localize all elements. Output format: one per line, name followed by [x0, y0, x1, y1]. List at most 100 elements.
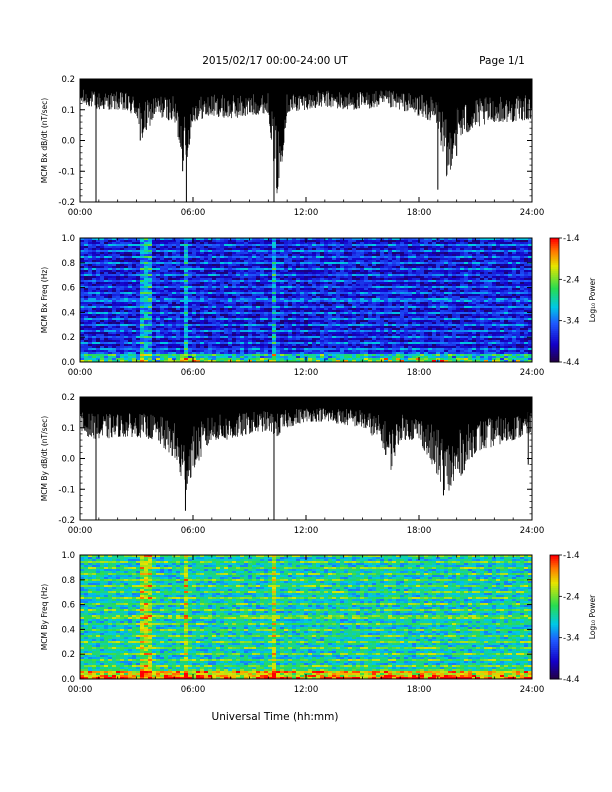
spectrogram-cell [324, 268, 329, 271]
spectrogram-cell [248, 262, 253, 265]
spectrogram-cell [476, 268, 481, 271]
spectrogram-cell [480, 286, 485, 289]
spectrogram-cell [428, 264, 433, 267]
spectrogram-cell [312, 262, 317, 265]
spectrogram-cell [388, 240, 393, 243]
spectrogram-cell [380, 240, 385, 243]
spectrogram-cell [276, 262, 281, 265]
spectrogram-cell [236, 254, 241, 257]
spectrogram-cell [344, 280, 349, 283]
spectrogram-cell [180, 266, 185, 269]
spectrogram-cell [132, 274, 137, 277]
spectrogram-cell [96, 244, 101, 247]
spectrogram-cell [460, 262, 465, 265]
spectrogram-cell [396, 268, 401, 271]
spectrogram-cell [168, 272, 173, 275]
spectrogram-cell [204, 242, 209, 245]
spectrogram-cell [332, 242, 337, 245]
spectrogram-cell [440, 254, 445, 257]
spectrogram-cell [200, 264, 205, 267]
spectrogram-cell [96, 246, 101, 249]
spectrogram-cell [148, 272, 153, 275]
spectrogram-cell [372, 262, 377, 265]
spectrogram-cell [160, 248, 165, 251]
spectrogram-cell [256, 238, 261, 241]
spectrogram-cell [124, 270, 129, 273]
spectrogram-cell [444, 274, 449, 277]
spectrogram-cell [348, 278, 353, 281]
spectrogram-cell [312, 264, 317, 267]
spectrogram-cell [452, 290, 457, 293]
spectrogram-cell [376, 288, 381, 291]
spectrogram-cell [368, 288, 373, 291]
spectrogram-cell [116, 266, 121, 269]
spectrogram-cell [220, 292, 225, 295]
spectrogram-cell [284, 244, 289, 247]
spectrogram-cell [80, 254, 85, 257]
spectrogram-cell [296, 256, 301, 259]
spectrogram-cell [500, 270, 505, 273]
spectrogram-cell [188, 272, 193, 275]
spectrogram-cell [328, 266, 333, 269]
spectrogram-cell [524, 264, 529, 267]
spectrogram-cell [276, 268, 281, 271]
spectrogram-cell [488, 272, 493, 275]
spectrogram-cell [328, 238, 333, 241]
spectrogram-cell [312, 238, 317, 241]
spectrogram-cell [308, 250, 313, 253]
spectrogram-cell [396, 258, 401, 261]
spectrogram-cell [356, 270, 361, 273]
spectrogram-cell [496, 268, 501, 271]
spectrogram-cell [268, 280, 273, 283]
spectrogram-cell [508, 272, 513, 275]
spectrogram-cell [272, 254, 277, 257]
spectrogram-cell [80, 276, 85, 279]
spectrogram-cell [124, 242, 129, 245]
spectrogram-cell [432, 270, 437, 273]
spectrogram-cell [492, 258, 497, 261]
spectrogram-cell [484, 282, 489, 285]
spectrogram-cell [240, 260, 245, 263]
spectrogram-cell [224, 262, 229, 265]
spectrogram-cell [88, 282, 93, 285]
spectrogram-cell [272, 250, 277, 253]
spectrogram-cell [500, 278, 505, 281]
spectrogram-cell [204, 268, 209, 271]
spectrogram-cell [304, 244, 309, 247]
spectrogram-cell [440, 244, 445, 247]
spectrogram-cell [92, 250, 97, 253]
spectrogram-cell [424, 274, 429, 277]
spectrogram-cell [412, 246, 417, 249]
spectrogram-cell [444, 284, 449, 287]
spectrogram-cell [216, 256, 221, 259]
spectrogram-cell [468, 242, 473, 245]
spectrogram-cell [472, 276, 477, 279]
spectrogram-cell [260, 274, 265, 277]
spectrogram-cell [496, 286, 501, 289]
x-tick-label: 18:00 [407, 208, 432, 218]
spectrogram-cell [492, 256, 497, 259]
spectrogram-cell [84, 256, 89, 259]
spectrogram-cell [188, 260, 193, 263]
spectrogram-cell [392, 244, 397, 247]
spectrogram-cell [176, 240, 181, 243]
spectrogram-cell [244, 262, 249, 265]
spectrogram-cell [404, 250, 409, 253]
spectrogram-cell [208, 244, 213, 247]
spectrogram-cell [316, 238, 321, 241]
spectrogram-cell [376, 242, 381, 245]
spectrogram-cell [228, 260, 233, 263]
spectrogram-cell [144, 266, 149, 269]
spectrogram-cell [104, 276, 109, 279]
spectrogram-cell [428, 270, 433, 273]
spectrogram-cell [140, 242, 145, 245]
spectrogram-cell [292, 284, 297, 287]
spectrogram-cell [364, 272, 369, 275]
spectrogram-cell [440, 278, 445, 281]
spectrogram-cell [116, 262, 121, 265]
spectrogram-cell [340, 268, 345, 271]
spectrogram-cell [512, 264, 517, 267]
spectrogram-cell [132, 238, 137, 241]
x-tick-label: 24:00 [520, 208, 545, 218]
spectrogram-cell [112, 244, 117, 247]
